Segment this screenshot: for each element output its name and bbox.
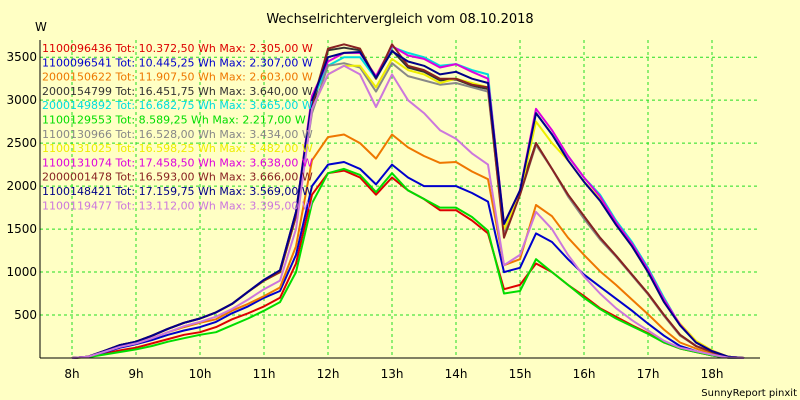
y-tick-label: 3500: [6, 50, 37, 64]
x-tick-label: 18h: [701, 367, 724, 381]
x-tick-label: 12h: [317, 367, 340, 381]
x-tick-label: 14h: [445, 367, 468, 381]
legend: 1100096436 Tot: 10.372,50 Wh Max: 2.305,…: [42, 42, 313, 212]
x-tick-label: 16h: [573, 367, 596, 381]
y-tick-label: 1000: [6, 265, 37, 279]
series-line-1: [71, 161, 745, 359]
chart-title: Wechselrichtervergleich vom 08.10.2018: [266, 12, 533, 27]
legend-entry: 2000001478 Tot: 16.593,00 Wh Max: 3.666,…: [42, 171, 313, 184]
credit-label: SunnyReport pinxit: [701, 388, 797, 399]
x-tick-label: 13h: [381, 367, 404, 381]
legend-entry: 1100148421 Tot: 17.159,75 Wh Max: 3.569,…: [42, 185, 313, 198]
x-tick-label: 8h: [64, 367, 79, 381]
legend-entry: 1100096436 Tot: 10.372,50 Wh Max: 2.305,…: [42, 42, 313, 55]
y-tick-label: 500: [14, 308, 37, 322]
legend-entry: 2000154799 Tot: 16.451,75 Wh Max: 3.640,…: [42, 85, 313, 98]
legend-entry: 1100129553 Tot: 8.589,25 Wh Max: 2.217,0…: [42, 114, 306, 127]
legend-entry: 1100096541 Tot: 10.445,25 Wh Max: 2.307,…: [42, 56, 313, 69]
x-tick-label: 11h: [253, 367, 276, 381]
legend-entry: 1100131074 Tot: 17.458,50 Wh Max: 3.638,…: [42, 156, 313, 169]
grid: [40, 40, 760, 358]
legend-entry: 1100119477 Tot: 13.112,00 Wh Max: 3.395,…: [42, 199, 313, 212]
legend-entry: 1100130966 Tot: 16.528,00 Wh Max: 3.434,…: [42, 128, 313, 141]
x-tick-label: 10h: [189, 367, 212, 381]
y-tick-label: 3000: [6, 93, 37, 107]
series-lines: [71, 43, 745, 359]
y-axis-unit-label: W: [35, 20, 47, 34]
x-tick-label: 15h: [509, 367, 532, 381]
legend-entry: 2000150622 Tot: 11.907,50 Wh Max: 2.603,…: [42, 71, 313, 84]
axes: 500 1000 1500 2000 2500 3000 3500 8h 9h 10h 11h 12h…: [6, 40, 760, 381]
y-tick-label: 2000: [6, 179, 37, 193]
x-tick-label: 9h: [128, 367, 143, 381]
x-tick-label: 17h: [637, 367, 660, 381]
series-line-11: [71, 64, 745, 359]
legend-entry: 2000149892 Tot: 16.682,75 Wh Max: 3.665,…: [42, 99, 313, 112]
legend-entry: 1100131025 Tot: 16.598,25 Wh Max: 3.482,…: [42, 142, 313, 155]
series-line-5: [71, 167, 745, 359]
y-tick-label: 2500: [6, 136, 37, 150]
y-tick-label: 1500: [6, 222, 37, 236]
series-line-10: [71, 50, 745, 359]
